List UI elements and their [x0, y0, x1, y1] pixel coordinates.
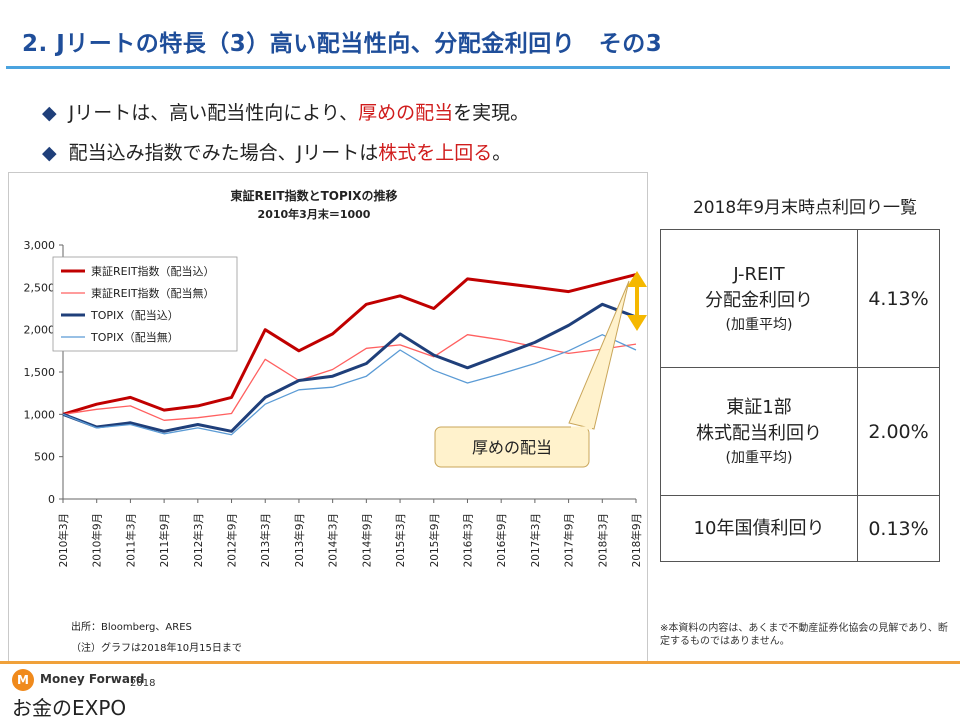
series-line: [62, 334, 637, 421]
annotation-text: 厚めの配当: [472, 438, 552, 457]
chart-legend: 東証REIT指数（配当込） 東証REIT指数（配当無） TOPIX（配当込） TOPI…: [52, 256, 238, 352]
table-row: J-REIT 分配金利回り (加重平均) 4.13%: [660, 229, 940, 368]
bullet-1-highlight: 厚めの配当: [358, 102, 454, 124]
yield-name-cell: J-REIT 分配金利回り (加重平均): [660, 229, 858, 368]
x-tick-label: 2018年9月: [630, 513, 643, 567]
bullet-2-highlight: 株式を上回る: [378, 142, 493, 164]
bullet-2-text: 配当込み指数でみた場合、Jリートは: [68, 142, 379, 164]
bullet-1-suffix: を実現。: [453, 102, 530, 124]
legend-label: 東証REIT指数（配当込）: [91, 264, 215, 278]
table-row: 東証1部 株式配当利回り (加重平均) 2.00%: [660, 367, 940, 496]
yield-table: J-REIT 分配金利回り (加重平均) 4.13% 東証1部 株式配当利回り …: [660, 229, 940, 562]
x-tick-label: 2015年3月: [394, 513, 407, 567]
diamond-bullet-icon: ◆: [42, 142, 57, 164]
slide-title: 2. Jリートの特長（3）高い配当性向、分配金利回り その3: [22, 31, 663, 57]
x-tick-label: 2015年9月: [428, 513, 441, 567]
bullet-1-text: Jリートは、高い配当性向により、: [68, 102, 359, 124]
yield-name-sub: 株式配当利回り: [696, 422, 822, 444]
yield-name: J-REIT: [733, 263, 785, 285]
series-line: [62, 302, 637, 433]
x-tick-label: 2011年3月: [124, 513, 137, 567]
chart-panel: 東証REIT指数とTOPIXの推移 2010年3月末＝1000 3,000 2,5…: [8, 172, 648, 662]
x-tick-label: 2011年9月: [158, 513, 171, 567]
y-tick-label: 0: [48, 493, 55, 506]
yield-name-cell: 10年国債利回り: [660, 495, 858, 562]
yield-name-sub: 分配金利回り: [705, 289, 813, 311]
yield-value: 0.13%: [857, 495, 940, 562]
x-tick-label: 2017年3月: [529, 513, 542, 567]
yield-name-cell: 東証1部 株式配当利回り (加重平均): [660, 367, 858, 496]
y-axis: 3,000 2,500 2,000 1,500 1,000 500 0: [24, 239, 64, 506]
spread-arrow: [627, 271, 647, 331]
chart-note: （注）グラフは2018年10月15日まで: [71, 641, 242, 654]
footer-divider: [0, 661, 960, 664]
bullet-1: ◆ Jリートは、高い配当性向により、厚めの配当を実現。: [42, 98, 529, 125]
x-tick-label: 2010年3月: [57, 513, 70, 567]
yield-name: 東証1部: [726, 396, 792, 418]
annotation-callout: 厚めの配当: [434, 280, 630, 468]
bullet-2-suffix: 。: [492, 142, 512, 164]
chart-source: 出所：Bloomberg、ARES: [71, 620, 192, 633]
x-tick-label: 2018年3月: [596, 513, 609, 567]
series-lines: [62, 273, 637, 436]
legend-label: TOPIX（配当無）: [90, 330, 179, 344]
yield-name-note: (加重平均): [725, 316, 793, 333]
legend-label: TOPIX（配当込）: [90, 308, 179, 322]
x-tick-label: 2014年3月: [327, 513, 340, 567]
x-tick-label: 2014年9月: [360, 513, 373, 567]
x-tick-label: 2013年3月: [259, 513, 272, 567]
series-line: [62, 273, 637, 416]
yield-name: 10年国債利回り: [693, 517, 825, 539]
money-forward-logo-icon: M: [12, 669, 34, 691]
yield-name-note: (加重平均): [725, 449, 793, 466]
x-tick-label: 2012年3月: [192, 513, 205, 567]
x-tick-label: 2017年9月: [563, 513, 576, 567]
yield-table-title: 2018年9月末時点利回り一覧: [692, 198, 918, 218]
x-tick-label: 2016年3月: [461, 513, 474, 567]
y-tick-label: 500: [34, 451, 55, 464]
diamond-bullet-icon: ◆: [42, 102, 57, 124]
bullet-2: ◆ 配当込み指数でみた場合、Jリートは株式を上回る。: [42, 138, 511, 165]
disclaimer: ※本資料の内容は、あくまで不動産証券化協会の見解であり、断定するものではありませ…: [660, 623, 948, 647]
x-tick-label: 2010年9月: [91, 513, 104, 567]
y-tick-label: 3,000: [24, 239, 56, 252]
x-tick-label: 2013年9月: [293, 513, 306, 567]
table-row: 10年国債利回り 0.13%: [660, 495, 940, 562]
brand-name: Money Forward: [40, 672, 145, 686]
yield-value: 2.00%: [857, 367, 940, 496]
index-line-chart: 東証REIT指数とTOPIXの推移 2010年3月末＝1000 3,000 2,5…: [24, 188, 647, 654]
y-tick-label: 2,000: [24, 324, 56, 337]
chart-title: 東証REIT指数とTOPIXの推移: [231, 188, 398, 203]
x-tick-label: 2016年9月: [495, 513, 508, 567]
title-divider: [6, 66, 950, 69]
y-tick-label: 1,000: [24, 408, 56, 421]
x-tick-label: 2012年9月: [226, 513, 239, 567]
chart-subtitle: 2010年3月末＝1000: [258, 207, 371, 221]
yield-value: 4.13%: [857, 229, 940, 368]
y-tick-label: 1,500: [24, 366, 56, 379]
x-axis: 2010年3月 2010年9月 2011年3月 2011年9月 2012年3月 2012年…: [57, 498, 643, 567]
y-tick-label: 2,500: [24, 281, 56, 294]
event-year: 2018: [130, 678, 156, 689]
event-name: お金のEXPO: [12, 696, 127, 720]
legend-label: 東証REIT指数（配当無）: [91, 286, 215, 300]
legend-box: [52, 256, 238, 352]
series-line: [62, 334, 637, 436]
